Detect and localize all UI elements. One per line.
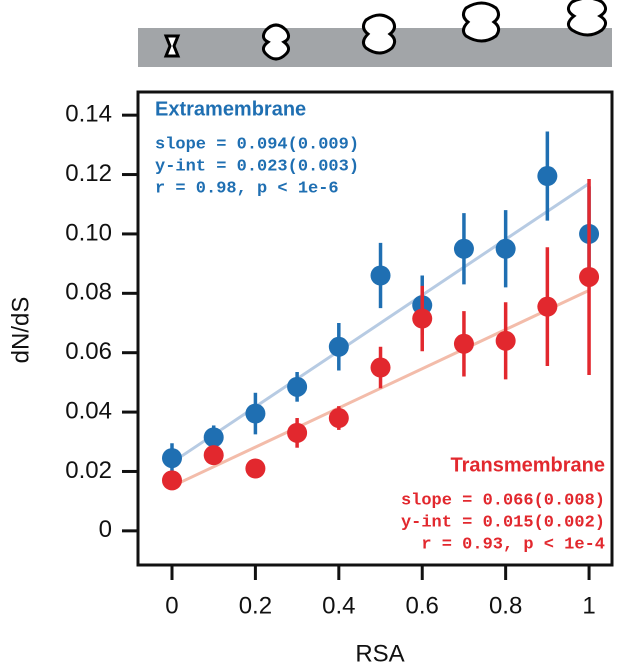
x-tick-label: 0.8 [489, 592, 522, 619]
y-axis-title: dN/dS [7, 297, 34, 364]
plot-frame [136, 90, 614, 567]
fit-annotation: slope = 0.094(0.009) [155, 135, 359, 154]
y-tick-label: 0.02 [65, 457, 112, 484]
data-point [370, 357, 391, 378]
fit-annotation: y-int = 0.023(0.003) [155, 157, 359, 176]
fit-annotation: y-int = 0.015(0.002) [401, 513, 605, 532]
data-point [412, 308, 433, 329]
y-tick-label: 0.14 [65, 101, 112, 128]
x-tick-label: 0.2 [239, 592, 272, 619]
y-tick-label: 0.04 [65, 397, 112, 424]
data-point [328, 408, 349, 429]
data-point [287, 376, 308, 397]
data-point [453, 238, 474, 259]
data-point [453, 333, 474, 354]
fit-annotation: slope = 0.066(0.008) [401, 491, 605, 510]
data-point [161, 448, 182, 469]
x-tick-label: 0 [165, 592, 178, 619]
x-tick-label: 0.4 [322, 592, 355, 619]
fit-annotation: r = 0.98, p < 1e-6 [155, 179, 339, 198]
data-point [203, 427, 224, 448]
data-point [245, 458, 266, 479]
y-tick-label: 0.06 [65, 338, 112, 365]
data-point [203, 445, 224, 466]
fit-line [171, 182, 590, 464]
data-point [495, 330, 516, 351]
residue-icons [163, 0, 607, 61]
y-tick-label: 0.12 [65, 160, 112, 187]
x-axis-title: RSA [355, 640, 404, 667]
data-point [370, 265, 391, 286]
data-point [161, 470, 182, 491]
data-point [495, 238, 516, 259]
data-point [245, 403, 266, 424]
legend-label: Transmembrane [450, 454, 605, 476]
y-tick-label: 0 [99, 516, 112, 543]
x-tick-label: 0.6 [406, 592, 439, 619]
data-point [537, 166, 558, 187]
y-tick-label: 0.08 [65, 279, 112, 306]
legend-label: Extramembrane [155, 98, 306, 120]
data-point [537, 296, 558, 317]
data-point [287, 422, 308, 443]
x-tick-label: 1 [582, 592, 595, 619]
rsa-strip [138, 0, 612, 67]
fit-annotation: r = 0.93, p < 1e-4 [421, 535, 605, 554]
data-point [579, 266, 600, 287]
y-tick-label: 0.10 [65, 219, 112, 246]
data-point [328, 336, 349, 357]
